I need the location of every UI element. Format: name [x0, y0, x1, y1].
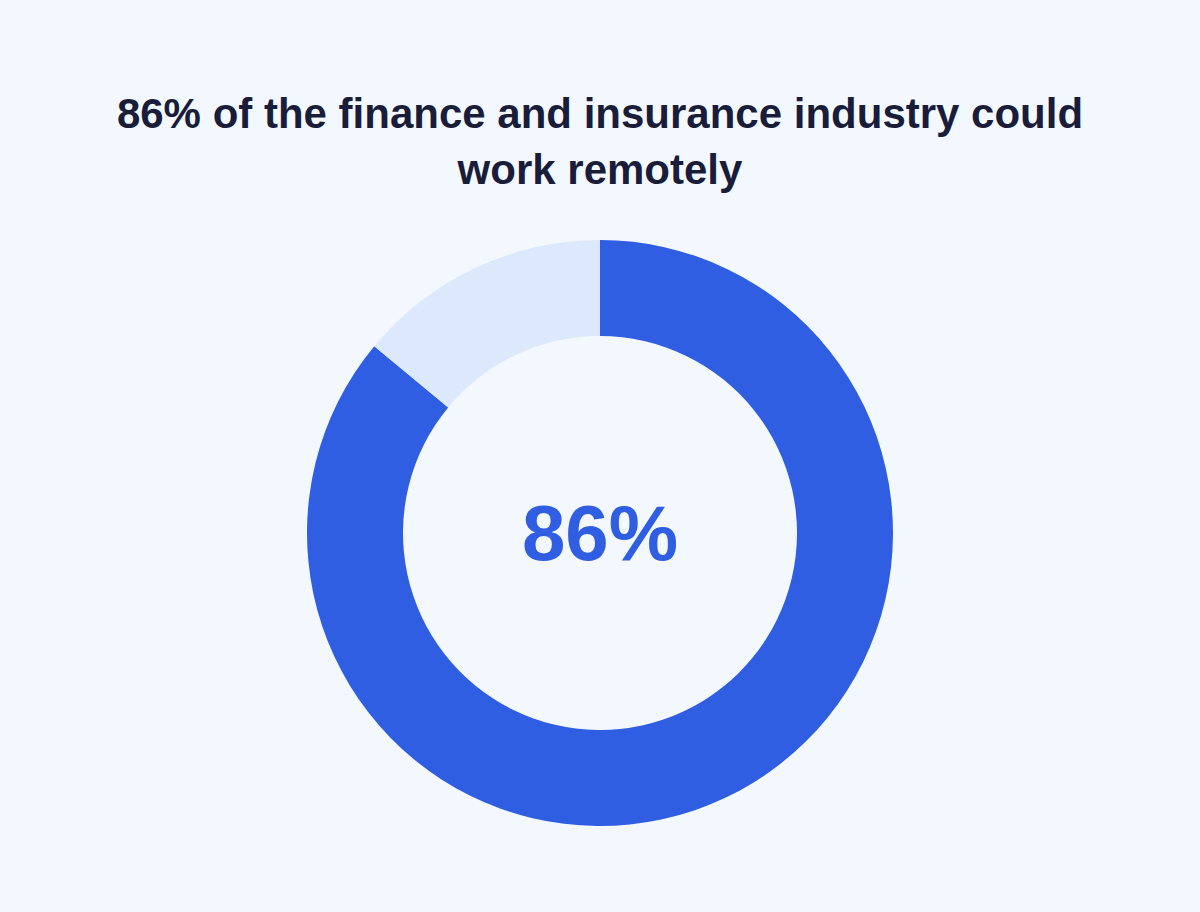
- chart-title: 86% of the finance and insurance industr…: [105, 86, 1095, 198]
- center-label: 86%: [522, 489, 678, 577]
- slice: [307, 240, 893, 826]
- title-box: 86% of the finance and insurance industr…: [0, 86, 1200, 198]
- slice: [374, 240, 600, 407]
- donut: [307, 240, 893, 826]
- chart: 86%: [0, 0, 1200, 912]
